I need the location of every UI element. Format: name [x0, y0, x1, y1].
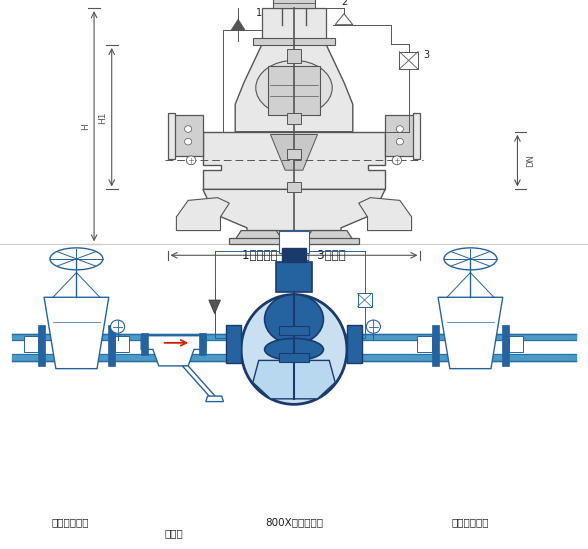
- Text: 过滤器: 过滤器: [164, 529, 183, 539]
- Bar: [279, 326, 309, 334]
- Text: H: H: [81, 123, 90, 130]
- Bar: [273, 0, 315, 8]
- Bar: [287, 49, 301, 63]
- Polygon shape: [44, 298, 109, 369]
- Bar: [0, 0, 588, 244]
- Ellipse shape: [265, 338, 323, 360]
- Polygon shape: [335, 14, 353, 25]
- Bar: [279, 240, 309, 245]
- Bar: [168, 113, 175, 159]
- Bar: [385, 115, 415, 156]
- Bar: [432, 324, 439, 366]
- Bar: [502, 324, 509, 366]
- Circle shape: [396, 126, 403, 132]
- Bar: [413, 113, 420, 159]
- Text: DN: DN: [526, 154, 535, 167]
- Circle shape: [111, 320, 125, 333]
- Bar: [509, 336, 523, 352]
- Text: 1: 1: [256, 8, 262, 19]
- Bar: [24, 336, 38, 352]
- Polygon shape: [182, 366, 218, 399]
- Circle shape: [186, 156, 196, 165]
- Bar: [262, 8, 326, 41]
- Text: 2: 2: [341, 0, 347, 8]
- Bar: [226, 324, 241, 363]
- Polygon shape: [232, 231, 285, 244]
- Circle shape: [396, 138, 403, 145]
- Polygon shape: [303, 231, 356, 244]
- Text: 弹性座封闸阀: 弹性座封闸阀: [452, 518, 489, 528]
- Circle shape: [366, 320, 380, 333]
- Circle shape: [392, 156, 402, 165]
- Bar: [115, 336, 129, 352]
- Bar: [0, 244, 588, 549]
- Bar: [417, 336, 432, 352]
- Circle shape: [185, 126, 192, 132]
- Bar: [141, 333, 148, 355]
- Bar: [347, 324, 362, 363]
- Polygon shape: [235, 45, 353, 132]
- Text: H1: H1: [98, 112, 108, 124]
- Polygon shape: [206, 396, 223, 402]
- Bar: [282, 248, 306, 262]
- Ellipse shape: [265, 294, 323, 344]
- Bar: [173, 115, 203, 156]
- Text: 800X压差平衡阀: 800X压差平衡阀: [265, 518, 323, 528]
- Polygon shape: [253, 360, 335, 399]
- Bar: [287, 182, 301, 192]
- Polygon shape: [279, 231, 309, 244]
- Bar: [287, 149, 301, 159]
- Ellipse shape: [256, 60, 332, 115]
- Text: 弹性座封闸阀: 弹性座封闸阀: [52, 518, 89, 528]
- Bar: [38, 324, 45, 366]
- Ellipse shape: [241, 294, 347, 404]
- Text: L: L: [291, 265, 297, 275]
- Polygon shape: [203, 132, 385, 189]
- Text: 3: 3: [423, 49, 429, 60]
- Bar: [268, 66, 320, 115]
- Bar: [276, 261, 312, 292]
- Text: 1、针型阀 2、导阀  3、球阀: 1、针型阀 2、导阀 3、球阀: [242, 249, 346, 262]
- Bar: [199, 333, 206, 355]
- Bar: [279, 354, 309, 362]
- Bar: [253, 38, 335, 45]
- Circle shape: [185, 138, 192, 145]
- Polygon shape: [209, 300, 220, 314]
- Bar: [358, 293, 372, 306]
- Bar: [108, 324, 115, 366]
- Bar: [300, 238, 359, 244]
- Polygon shape: [270, 135, 318, 170]
- Bar: [229, 238, 288, 244]
- Bar: [399, 52, 418, 69]
- Bar: [279, 231, 309, 254]
- Polygon shape: [438, 298, 503, 369]
- Polygon shape: [141, 335, 206, 366]
- Polygon shape: [231, 19, 245, 30]
- Polygon shape: [176, 198, 229, 231]
- Polygon shape: [203, 189, 385, 231]
- Polygon shape: [359, 198, 412, 231]
- Bar: [287, 113, 301, 124]
